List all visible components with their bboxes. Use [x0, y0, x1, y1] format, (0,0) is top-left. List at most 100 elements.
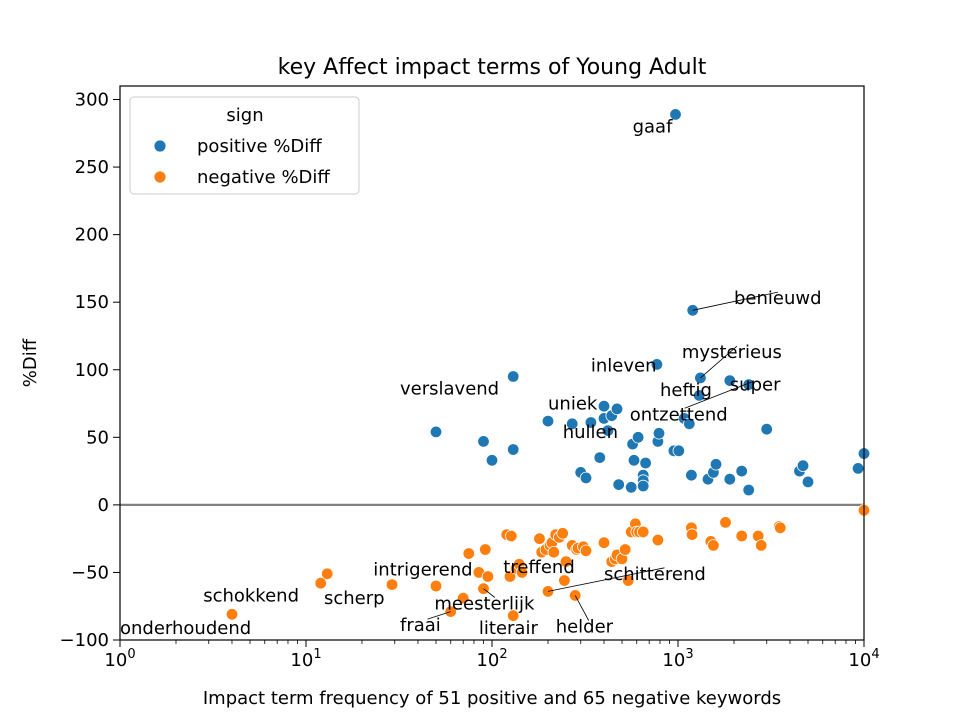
negative-point: [321, 567, 334, 581]
negative-point: [556, 527, 569, 540]
negative-point: [457, 591, 470, 605]
negative-point: [755, 539, 768, 552]
positive-point: [507, 370, 520, 383]
y-axis-label: %Diff: [20, 338, 41, 387]
negative-point: [515, 566, 529, 579]
negative-point: [719, 516, 732, 529]
annotation-leader: [684, 381, 753, 409]
annotation-label: ontzettend: [630, 404, 728, 425]
positive-point: [627, 454, 641, 467]
annotation-label: literair: [479, 618, 539, 639]
annotation-leader: [483, 588, 496, 598]
legend: sign positive %Diff negative %Diff: [129, 96, 360, 195]
x-tick-label: 104: [848, 647, 879, 671]
x-tick-label: 102: [476, 647, 507, 671]
negative-point: [735, 529, 748, 543]
annotation-label: meesterlijk: [434, 594, 535, 615]
y-tick-label: −50: [71, 562, 109, 583]
x-tick-label: 100: [104, 647, 135, 671]
positive-point: [612, 478, 625, 491]
legend-label-negative: negative %Diff: [197, 167, 330, 188]
positive-point: [723, 473, 737, 486]
annotation-label: fraai: [400, 615, 441, 636]
x-axis-ticks: 100 101 102 103 104: [104, 640, 880, 671]
legend-marker-positive: [153, 139, 167, 153]
positive-point: [593, 451, 607, 464]
annotation-leader: [700, 345, 738, 379]
positive-point: [801, 475, 815, 489]
annotation-label: mysterieus: [682, 342, 782, 363]
annotations: gaaf benieuwd mysterieus inleven super versla…: [120, 117, 822, 639]
negative-point: [429, 579, 443, 593]
negative-point: [619, 543, 632, 556]
negative-point: [559, 555, 573, 568]
positive-point: [584, 416, 598, 429]
y-tick-label: −100: [60, 630, 109, 651]
positive-point: [507, 443, 520, 456]
positive-point: [610, 402, 624, 416]
positive-point: [709, 458, 723, 471]
annotation-label: super: [730, 375, 781, 396]
positive-point: [477, 435, 490, 448]
positive-point: [672, 444, 686, 458]
annotation-label: helder: [556, 617, 614, 638]
negative-point: [558, 574, 571, 587]
annotation-label: hullen: [563, 422, 618, 443]
legend-frame: [129, 96, 360, 195]
annotation-label: schitterend: [604, 564, 706, 585]
negative-point: [622, 574, 635, 587]
positive-point: [685, 469, 698, 482]
positive-point: [693, 389, 706, 402]
negative-point: [507, 609, 520, 622]
negative-point: [481, 570, 495, 583]
y-tick-label: 50: [86, 427, 109, 448]
negative-point: [314, 577, 327, 590]
annotation-leader: [574, 595, 590, 621]
positive-point: [760, 423, 773, 436]
negative-point: [533, 532, 546, 545]
negative-point: [774, 521, 787, 535]
chart-title: key Affect impact terms of Young Adult: [278, 55, 707, 80]
positive-point: [669, 108, 682, 121]
annotation-label: uniek: [548, 394, 598, 415]
positive-point: [601, 424, 615, 437]
annotation-leader: [427, 611, 451, 620]
legend-title: sign: [226, 105, 263, 126]
y-tick-label: 100: [75, 360, 109, 381]
y-tick-label: 250: [75, 157, 109, 178]
y-tick-label: 150: [75, 292, 109, 313]
y-tick-label: 300: [75, 90, 109, 111]
positive-point: [742, 483, 755, 497]
y-axis-ticks: −100 −50 0 50 100 150 200 250 300: [60, 90, 120, 651]
positive-point: [735, 464, 748, 478]
plot-marks: [120, 108, 871, 622]
positive-point: [566, 417, 579, 431]
positive-point: [625, 481, 638, 494]
positive-point: [652, 427, 666, 440]
x-axis-label: Impact term frequency of 51 positive and…: [203, 688, 781, 709]
y-tick-label: 0: [98, 495, 109, 516]
negative-point: [547, 546, 561, 559]
x-tick-label: 101: [290, 647, 321, 671]
negative-point: [597, 536, 611, 549]
positive-point: [723, 374, 737, 387]
positive-point: [631, 431, 645, 444]
positive-point: [851, 462, 865, 475]
negative-point: [707, 539, 720, 552]
annotation-label: inleven: [591, 356, 657, 377]
annotation-label: treffend: [503, 557, 574, 578]
annotation-label: heftig: [660, 380, 712, 401]
positive-point: [683, 417, 696, 431]
annotation-label: intrigerend: [373, 560, 472, 581]
negative-point: [685, 528, 699, 541]
negative-point: [651, 533, 665, 547]
positive-point: [796, 459, 810, 472]
negative-point: [637, 525, 650, 539]
negative-point: [462, 547, 476, 560]
positive-point: [541, 414, 555, 428]
legend-label-positive: positive %Diff: [197, 136, 322, 157]
negative-point: [479, 543, 492, 556]
y-tick-label: 200: [75, 225, 109, 246]
annotation-label: schokkend: [203, 585, 299, 606]
